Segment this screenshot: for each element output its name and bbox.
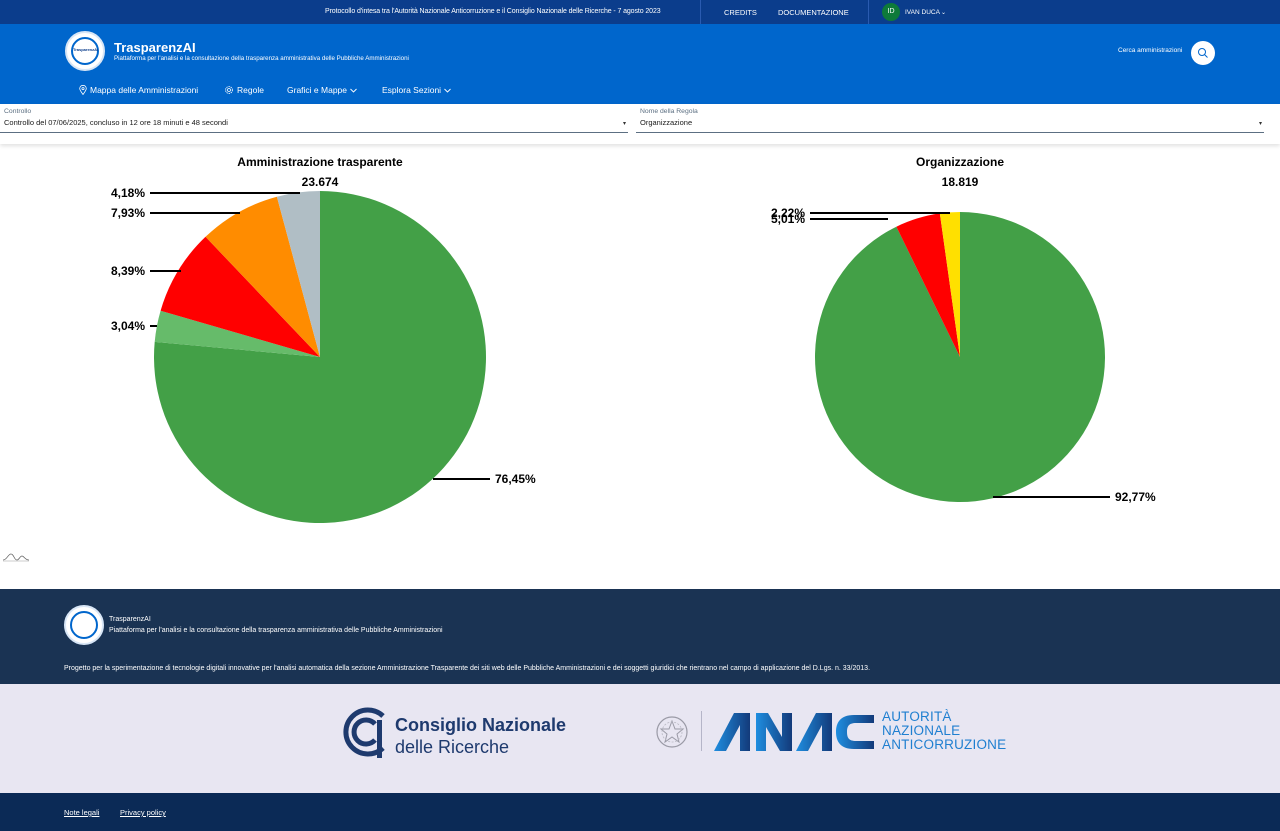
nav-esplora[interactable]: Esplora Sezioni bbox=[382, 85, 451, 95]
footer-brand: TrasparenzAI bbox=[109, 616, 151, 623]
nav-grafici[interactable]: Grafici e Mappe bbox=[287, 85, 357, 95]
regola-label: Nome della Regola bbox=[640, 108, 698, 115]
footer-tagline: Piattaforma per l'analisi e la consultaz… bbox=[109, 627, 443, 634]
controllo-value: Controllo del 07/06/2025, concluso in 12… bbox=[4, 118, 228, 127]
regola-value: Organizzazione bbox=[640, 118, 693, 127]
documentation-link[interactable]: DOCUMENTAZIONE bbox=[778, 8, 849, 17]
protocol-text: Protocollo d'intesa tra l'Autorità Nazio… bbox=[325, 8, 661, 15]
chart-1-slice-3[interactable] bbox=[160, 236, 320, 357]
search-button[interactable] bbox=[1191, 41, 1215, 65]
footer-project-text: Progetto per la sperimentazione di tecno… bbox=[64, 665, 871, 672]
map-pin-icon bbox=[79, 85, 87, 95]
chart-1-slice-4[interactable] bbox=[205, 196, 320, 357]
anac-line: NAZIONALE bbox=[882, 723, 961, 738]
controllo-select[interactable]: Controllo Controllo del 07/06/2025, conc… bbox=[0, 107, 628, 133]
chart-1-slice-label: 8,39% bbox=[111, 264, 145, 278]
legal-notes-link[interactable]: Note legali bbox=[64, 808, 100, 817]
controllo-label: Controllo bbox=[4, 108, 32, 115]
caret-down-icon: ▾ bbox=[622, 121, 626, 127]
chart-2-slice-label: 92,77% bbox=[1115, 490, 1156, 504]
chart-1-slice-label: 7,93% bbox=[111, 206, 145, 220]
top-bar: Protocollo d'intesa tra l'Autorità Nazio… bbox=[0, 0, 1280, 24]
cnr-name-line1: Consiglio Nazionale bbox=[395, 715, 567, 735]
footer: TrasparenzAI Piattaforma per l'analisi e… bbox=[0, 589, 1280, 684]
anac-line: AUTORITÀ bbox=[882, 709, 952, 724]
chart-1-total: 23.674 bbox=[301, 175, 339, 189]
chart-1-slice-label: 76,45% bbox=[495, 472, 536, 486]
chevron-down-icon bbox=[350, 88, 357, 93]
nav-label: Mappa delle Amministrazioni bbox=[90, 85, 199, 95]
chart-1-title: Amministrazione trasparente bbox=[237, 155, 403, 169]
chevron-down-icon[interactable]: ⌄ bbox=[941, 10, 947, 16]
search-icon bbox=[1198, 48, 1208, 58]
chart-1-slice-2[interactable] bbox=[154, 310, 320, 357]
gear-icon bbox=[225, 86, 233, 94]
privacy-policy-link[interactable]: Privacy policy bbox=[120, 808, 166, 817]
charts-canvas: 76,45% 3,04% 8,39% 7,93% 4,18% 92,77% 5,01%2,2… bbox=[111, 186, 1156, 523]
anac-name: AUTORITÀ NAZIONALE ANTICORRUZIONE bbox=[882, 710, 1006, 752]
chart-1-slice-label: 3,04% bbox=[111, 319, 145, 333]
caret-down-icon: ▾ bbox=[1258, 121, 1262, 127]
republic-emblem-icon bbox=[656, 716, 688, 748]
chart-2-slice-label: 2,22% bbox=[771, 206, 805, 220]
search-label: Cerca amministrazioni bbox=[1118, 47, 1183, 54]
partner-logos: Consiglio Nazionale delle Ricerche AUTOR… bbox=[0, 684, 1280, 793]
chart-1-slice-label: 4,18% bbox=[111, 186, 145, 200]
divider bbox=[701, 711, 702, 751]
chart-loader-icon bbox=[3, 553, 29, 562]
anac-line: ANTICORRUZIONE bbox=[882, 737, 1007, 752]
user-name[interactable]: IVAN DUCA bbox=[905, 9, 940, 16]
chart-2-total: 18.819 bbox=[941, 175, 979, 189]
filter-bar: Controllo Controllo del 07/06/2025, conc… bbox=[0, 104, 1280, 144]
user-avatar[interactable]: ID bbox=[882, 3, 900, 21]
nav-label: Esplora Sezioni bbox=[382, 85, 442, 95]
chart-2-slice-label: 5,01% bbox=[771, 212, 805, 226]
cnr-name-line2: delle Ricerche bbox=[395, 737, 510, 757]
chart-2-slice-2[interactable] bbox=[896, 213, 960, 357]
chart-1-slice-5[interactable] bbox=[276, 191, 320, 357]
nav-label: Grafici e Mappe bbox=[287, 85, 347, 95]
chart-2-slice-1[interactable] bbox=[814, 212, 1105, 503]
app-logo[interactable]: TrasparenzAI bbox=[65, 31, 105, 71]
divider bbox=[700, 0, 701, 24]
footer-bottom: Note legali Privacy policy bbox=[0, 793, 1280, 831]
nav-label: Regole bbox=[237, 85, 264, 95]
divider bbox=[868, 0, 869, 24]
anac-logo-icon[interactable] bbox=[712, 711, 877, 753]
brand-title[interactable]: TrasparenzAI bbox=[114, 40, 196, 55]
cnr-logo-icon[interactable] bbox=[337, 706, 387, 758]
chevron-down-icon bbox=[444, 88, 451, 93]
chart-2-slice-3[interactable] bbox=[939, 212, 960, 357]
chart-2-title: Organizzazione bbox=[915, 155, 1004, 169]
nav-regole[interactable]: Regole bbox=[224, 85, 264, 95]
nav-mappa[interactable]: Mappa delle Amministrazioni bbox=[79, 85, 198, 95]
brand-tagline: Piattaforma per l'analisi e la consultaz… bbox=[114, 55, 409, 62]
header: TrasparenzAI TrasparenzAI Piattaforma pe… bbox=[0, 24, 1280, 104]
footer-logo bbox=[64, 605, 104, 645]
credits-link[interactable]: CREDITS bbox=[724, 8, 757, 17]
regola-select[interactable]: Nome della Regola Organizzazione ▾ bbox=[636, 107, 1264, 133]
